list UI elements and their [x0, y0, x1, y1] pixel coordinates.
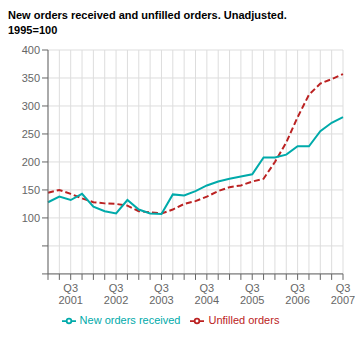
svg-text:Q32003: Q32003: [149, 282, 173, 307]
svg-text:250: 250: [22, 128, 40, 140]
svg-text:Q32002: Q32002: [104, 282, 128, 307]
html-text:New orders received and unfill: New orders received and unfilled orders.…: [8, 9, 287, 21]
svg-text:100: 100: [22, 212, 40, 224]
svg-text:Q32005: Q32005: [240, 282, 264, 307]
svg-text:300: 300: [22, 100, 40, 112]
svg-text:Q32001: Q32001: [58, 282, 82, 307]
svg-text:350: 350: [22, 72, 40, 84]
html-text:1995=100: 1995=100: [8, 24, 58, 36]
html-text:Unfilled orders: Unfilled orders: [208, 313, 280, 326]
svg-text:Q32007: Q32007: [331, 282, 355, 307]
svg-text:400: 400: [22, 44, 40, 56]
svg-text:Q32004: Q32004: [195, 282, 219, 307]
html-text:New orders received: New orders received: [79, 313, 181, 326]
svg-text:200: 200: [22, 156, 40, 168]
svg-text:150: 150: [22, 184, 40, 196]
svg-text:Q32006: Q32006: [285, 282, 309, 307]
